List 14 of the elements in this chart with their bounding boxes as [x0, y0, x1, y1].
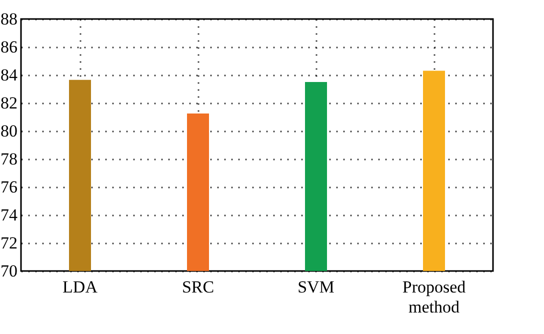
x-tick-label: SVM: [298, 278, 334, 296]
y-tick-label: 72: [0, 234, 18, 252]
y-tick-label: 70: [0, 262, 18, 280]
y-tick-label: 78: [0, 150, 18, 168]
y-tick-label: 82: [0, 94, 18, 112]
y-tick-label: 84: [0, 66, 18, 84]
y-tick-label: 74: [0, 206, 18, 224]
y-tick-label: 86: [0, 38, 18, 56]
y-tick-label: 88: [0, 10, 18, 28]
x-tick-label: Proposed method: [402, 278, 466, 316]
y-tick-label: 76: [0, 178, 18, 196]
x-tick-label: SRC: [182, 278, 214, 296]
y-tick-label: 80: [0, 122, 18, 140]
x-tick-label: LDA: [62, 278, 98, 296]
